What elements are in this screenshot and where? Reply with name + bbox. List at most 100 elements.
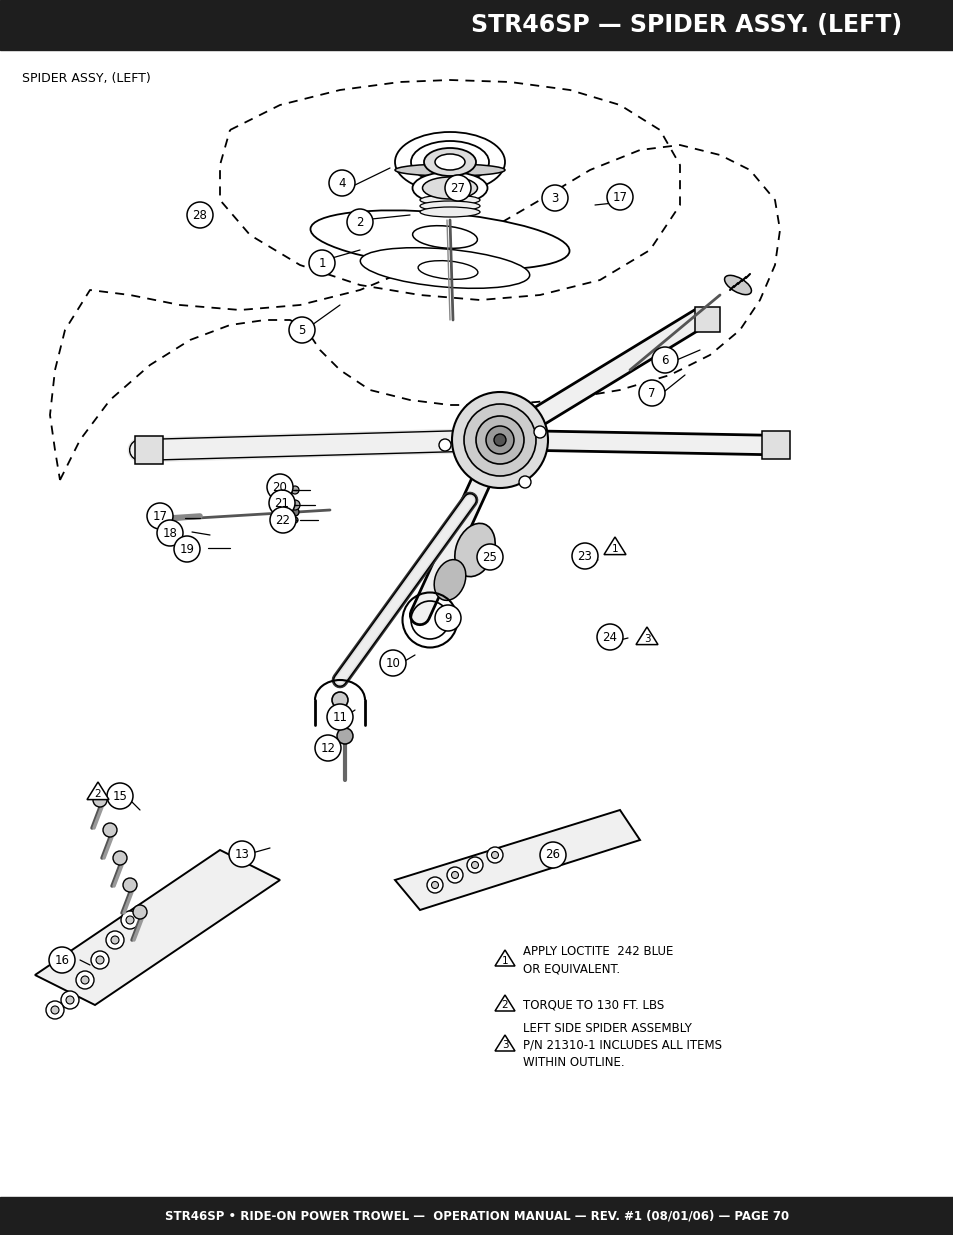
Text: 13: 13 <box>234 847 249 861</box>
Ellipse shape <box>422 177 477 199</box>
Circle shape <box>491 851 498 858</box>
Ellipse shape <box>723 275 751 295</box>
Circle shape <box>162 515 172 525</box>
Text: 20: 20 <box>273 480 287 494</box>
Text: 27: 27 <box>450 182 465 194</box>
Ellipse shape <box>455 524 495 577</box>
Circle shape <box>289 317 314 343</box>
Circle shape <box>51 1007 59 1014</box>
Circle shape <box>336 727 353 743</box>
Text: 12: 12 <box>320 741 335 755</box>
Circle shape <box>494 433 505 446</box>
Polygon shape <box>603 537 625 555</box>
Text: 16: 16 <box>54 953 70 967</box>
Circle shape <box>467 857 482 873</box>
Polygon shape <box>636 627 658 645</box>
Circle shape <box>379 650 406 676</box>
Circle shape <box>606 184 633 210</box>
Circle shape <box>229 841 254 867</box>
Polygon shape <box>87 782 109 799</box>
Circle shape <box>471 862 478 868</box>
Circle shape <box>438 438 451 451</box>
Circle shape <box>91 951 109 969</box>
Circle shape <box>121 911 139 929</box>
Circle shape <box>452 391 547 488</box>
Circle shape <box>106 931 124 948</box>
Circle shape <box>435 605 460 631</box>
Circle shape <box>103 823 117 837</box>
Circle shape <box>112 851 127 864</box>
Text: 1: 1 <box>501 956 508 966</box>
Circle shape <box>76 971 94 989</box>
Circle shape <box>332 692 348 708</box>
Text: STR46SP — SPIDER ASSY. (LEFT): STR46SP — SPIDER ASSY. (LEFT) <box>471 14 902 37</box>
Text: 4: 4 <box>338 177 345 189</box>
Circle shape <box>597 624 622 650</box>
Bar <box>0 1197 953 1235</box>
Ellipse shape <box>435 154 464 170</box>
Text: 21: 21 <box>274 496 289 510</box>
Ellipse shape <box>395 164 504 177</box>
Circle shape <box>447 867 462 883</box>
Polygon shape <box>35 850 280 1005</box>
Circle shape <box>290 500 299 510</box>
Ellipse shape <box>310 210 569 269</box>
Circle shape <box>314 735 340 761</box>
Bar <box>695 308 720 332</box>
Ellipse shape <box>419 201 479 211</box>
Circle shape <box>173 536 200 562</box>
Text: 2: 2 <box>501 1000 508 1010</box>
Circle shape <box>292 517 297 522</box>
Ellipse shape <box>413 226 476 248</box>
Text: TORQUE TO 130 FT. LBS: TORQUE TO 130 FT. LBS <box>522 999 663 1011</box>
Circle shape <box>96 956 104 965</box>
Circle shape <box>111 936 119 944</box>
Text: 17: 17 <box>152 510 168 522</box>
Circle shape <box>651 347 678 373</box>
Bar <box>135 436 163 464</box>
Text: 15: 15 <box>112 789 128 803</box>
Text: STR46SP • RIDE-ON POWER TROWEL —  OPERATION MANUAL — REV. #1 (08/01/06) — PAGE 7: STR46SP • RIDE-ON POWER TROWEL — OPERATI… <box>165 1209 788 1223</box>
Circle shape <box>126 916 133 924</box>
Circle shape <box>476 416 523 464</box>
Ellipse shape <box>419 207 479 217</box>
Text: 11: 11 <box>333 710 347 724</box>
Circle shape <box>269 490 294 516</box>
Circle shape <box>451 872 458 878</box>
Ellipse shape <box>395 132 504 191</box>
Bar <box>0 0 953 49</box>
Ellipse shape <box>434 559 465 600</box>
Text: 3: 3 <box>643 634 650 643</box>
Text: 17: 17 <box>612 190 627 204</box>
Text: 2: 2 <box>94 789 101 799</box>
Text: SPIDER ASSY, (LEFT): SPIDER ASSY, (LEFT) <box>22 72 151 85</box>
Polygon shape <box>495 950 515 966</box>
Circle shape <box>347 209 373 235</box>
Text: 5: 5 <box>298 324 305 336</box>
Circle shape <box>485 426 514 454</box>
Text: 23: 23 <box>577 550 592 562</box>
Circle shape <box>329 170 355 196</box>
Text: 3: 3 <box>551 191 558 205</box>
Circle shape <box>309 249 335 275</box>
Ellipse shape <box>411 141 489 183</box>
Circle shape <box>147 503 172 529</box>
Text: 19: 19 <box>179 542 194 556</box>
Circle shape <box>431 882 438 888</box>
Circle shape <box>61 990 79 1009</box>
Ellipse shape <box>412 172 487 204</box>
Text: 22: 22 <box>275 514 291 526</box>
Polygon shape <box>395 810 639 910</box>
Text: 1: 1 <box>611 543 618 553</box>
Ellipse shape <box>417 261 477 279</box>
Text: 10: 10 <box>385 657 400 669</box>
Circle shape <box>187 203 213 228</box>
Text: 3: 3 <box>501 1041 508 1051</box>
Polygon shape <box>495 995 515 1011</box>
Circle shape <box>518 475 531 488</box>
Bar <box>761 431 789 459</box>
Circle shape <box>123 878 137 892</box>
Circle shape <box>444 175 471 201</box>
Circle shape <box>270 508 295 534</box>
Circle shape <box>132 905 147 919</box>
